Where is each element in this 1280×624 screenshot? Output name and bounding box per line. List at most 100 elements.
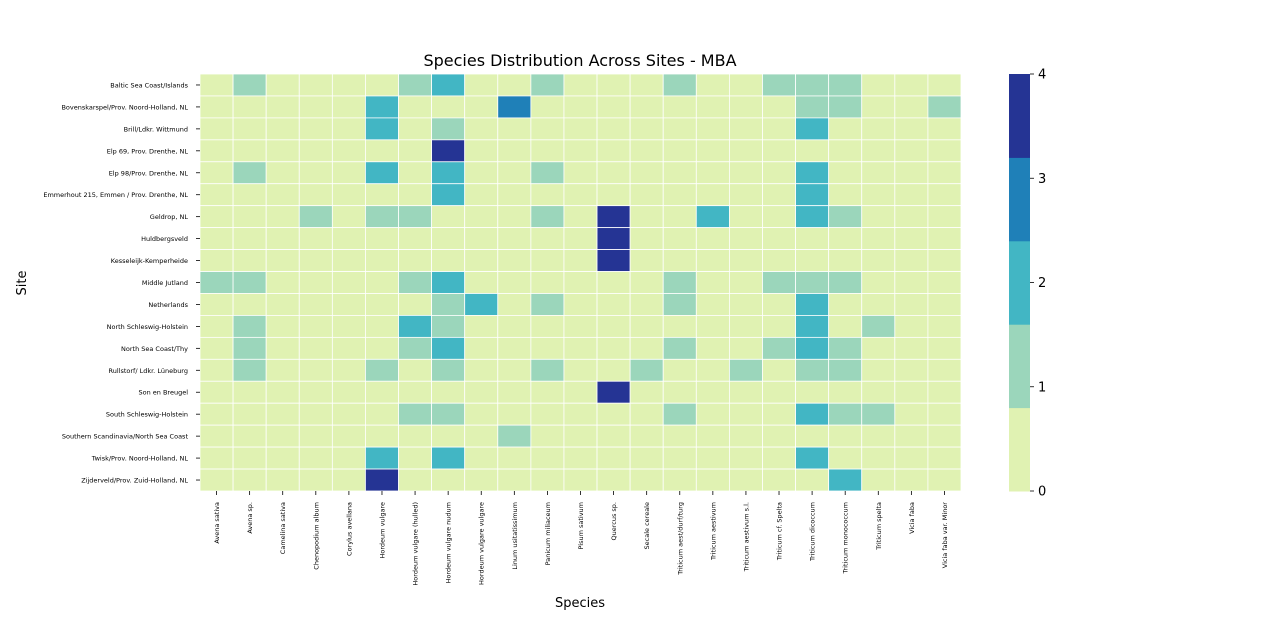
heatmap-cell (927, 468, 962, 492)
heatmap-cell (695, 139, 730, 163)
heatmap-cell (629, 73, 664, 97)
heatmap-cell (795, 139, 830, 163)
heatmap-cell (861, 271, 896, 294)
heatmap-cell (894, 446, 929, 470)
heatmap-cell (464, 315, 499, 338)
heatmap-cell (927, 402, 962, 426)
heatmap-cell (431, 95, 466, 119)
heatmap-cell (695, 227, 730, 250)
heatmap-cell (795, 336, 830, 360)
y-tick-label: Netherlands (148, 301, 188, 309)
heatmap-cell (265, 293, 300, 316)
heatmap-cell (232, 402, 267, 426)
heatmap-cell (199, 358, 234, 382)
heatmap-cell (762, 161, 796, 185)
heatmap-cell (596, 446, 631, 470)
heatmap-cell (629, 161, 664, 185)
heatmap-cell (398, 336, 433, 360)
heatmap-cell (762, 205, 796, 229)
heatmap-cell (861, 161, 896, 185)
heatmap-cell (828, 315, 863, 338)
heatmap-cell (431, 271, 466, 294)
heatmap-cell (530, 446, 565, 470)
heatmap-cell (232, 358, 267, 382)
heatmap-cell (596, 161, 631, 185)
heatmap-cell (497, 183, 532, 207)
heatmap-cell (563, 336, 598, 360)
heatmap-cell (861, 73, 896, 97)
heatmap-cell (398, 117, 433, 141)
heatmap-cell (331, 249, 366, 272)
x-tick-label: Triticum spelta (875, 502, 883, 551)
x-tick-label: Chenopodium album (312, 502, 320, 570)
heatmap-cell (662, 271, 697, 294)
heatmap-cell (828, 183, 863, 207)
heatmap-cell (530, 402, 565, 426)
heatmap-cell (265, 183, 300, 207)
heatmap-cell (795, 95, 830, 119)
heatmap-cell (431, 402, 466, 426)
heatmap-cell (861, 227, 896, 250)
heatmap-cell (596, 183, 631, 207)
heatmap-cell (530, 271, 565, 294)
heatmap-cell (331, 336, 366, 360)
heatmap-cell (563, 95, 598, 119)
heatmap-cell (431, 315, 466, 338)
heatmap-cell (298, 249, 333, 272)
colorbar-tick-label: 4 (1038, 68, 1046, 83)
heatmap-cell (365, 358, 399, 382)
heatmap-cell (629, 424, 664, 448)
heatmap-cell (331, 358, 366, 382)
heatmap-cell (199, 183, 234, 207)
heatmap-cell (331, 293, 366, 316)
heatmap-cell (563, 205, 598, 229)
heatmap-cell (563, 271, 598, 294)
heatmap-cell (728, 271, 763, 294)
heatmap-cell (927, 336, 962, 360)
heatmap-cell (497, 293, 532, 316)
heatmap-cell (861, 95, 896, 119)
heatmap-cell (298, 161, 333, 185)
heatmap-cell (828, 161, 863, 185)
heatmap-cell (298, 227, 333, 250)
heatmap-cell (596, 249, 631, 272)
heatmap-cell (762, 227, 796, 250)
heatmap-cell (464, 293, 499, 316)
y-tick-label: Bovenskarspel/Prov. Noord-Holland, NL (61, 103, 188, 111)
x-tick-label: Secale cereale (643, 502, 651, 549)
heatmap-cell (927, 139, 962, 163)
heatmap-cell (530, 139, 565, 163)
heatmap-cell (530, 117, 565, 141)
heatmap-cell (596, 315, 631, 338)
y-tick-label: South Schleswig-Holstein (106, 411, 188, 419)
heatmap-cell (497, 315, 532, 338)
heatmap-cell (828, 380, 863, 404)
heatmap-cell (398, 446, 433, 470)
heatmap-cell (431, 227, 466, 250)
heatmap-cell (728, 293, 763, 316)
heatmap-cell (662, 380, 697, 404)
heatmap-cell (728, 249, 763, 272)
heatmap-cell (298, 183, 333, 207)
heatmap-cell (762, 117, 796, 141)
heatmap-cell (497, 358, 532, 382)
heatmap-cell (894, 293, 929, 316)
heatmap-cell (662, 227, 697, 250)
x-tick-label: Hordeum vulgare vulgare (478, 502, 486, 585)
heatmap-cell (629, 315, 664, 338)
heatmap-cell (298, 95, 333, 119)
heatmap-cell (762, 424, 796, 448)
heatmap-cell (265, 73, 300, 97)
heatmap-cell (563, 315, 598, 338)
heatmap-cell (265, 315, 300, 338)
heatmap-cell (728, 358, 763, 382)
heatmap-cell (265, 468, 300, 492)
heatmap-cell (728, 227, 763, 250)
heatmap-cell (662, 205, 697, 229)
heatmap-cell (265, 161, 300, 185)
heatmap-cell (431, 424, 466, 448)
heatmap-cell (629, 358, 664, 382)
colorbar-segment (1009, 407, 1030, 492)
y-tick-labels: Baltic Sea Coast/Islands Bovenskarspel/Pr… (43, 81, 200, 485)
heatmap-cell (563, 446, 598, 470)
